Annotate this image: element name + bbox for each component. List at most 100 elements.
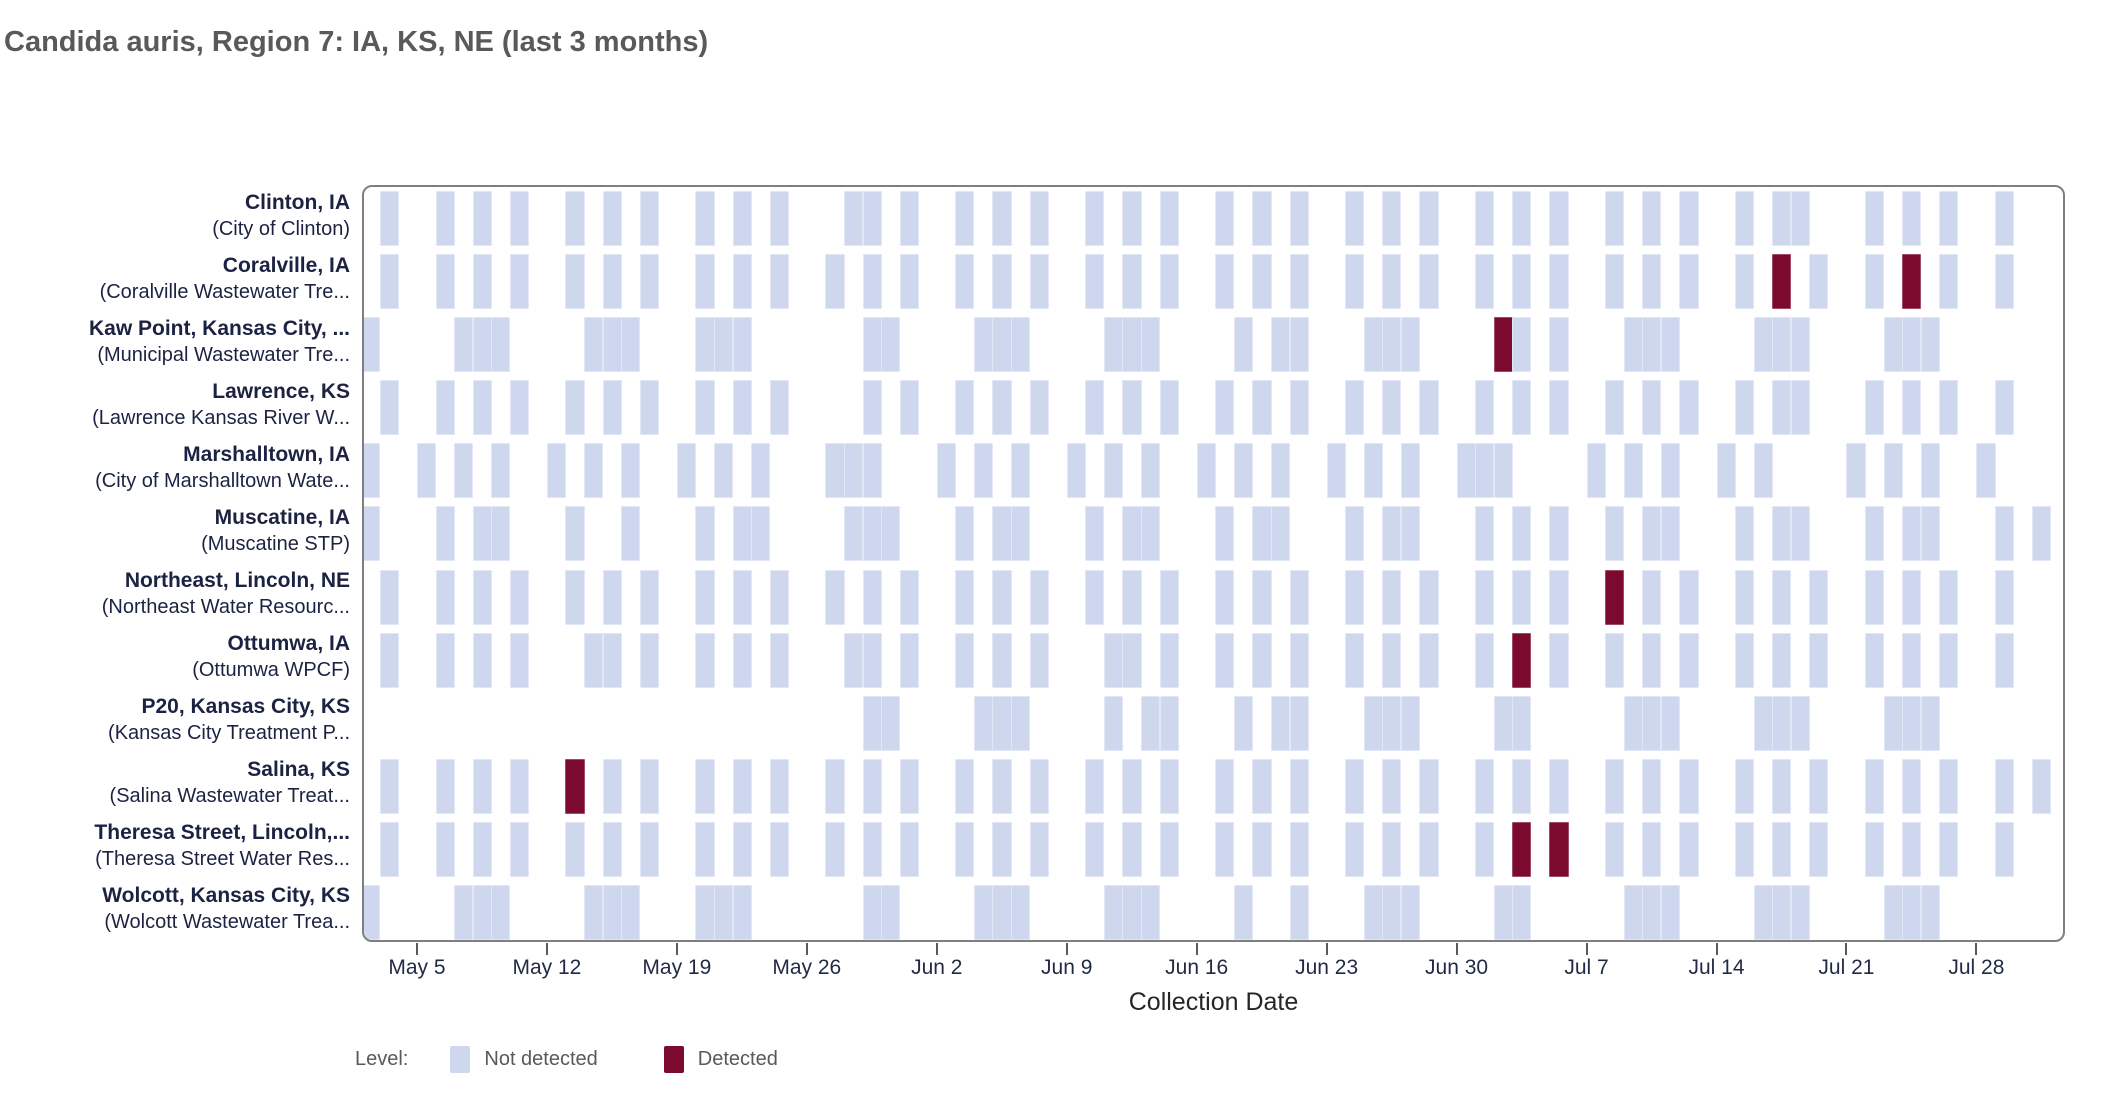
sample-tile[interactable] — [1363, 695, 1383, 751]
sample-tile[interactable] — [713, 884, 734, 940]
sample-tile[interactable] — [1902, 380, 1922, 436]
sample-tile[interactable] — [1011, 695, 1031, 751]
sample-tile[interactable] — [695, 632, 715, 688]
sample-tile[interactable] — [1735, 191, 1755, 247]
sample-tile[interactable] — [732, 758, 752, 814]
legend-swatch-detected-icon[interactable] — [663, 1046, 684, 1073]
sample-tile[interactable] — [936, 443, 956, 499]
sample-tile[interactable] — [435, 632, 455, 688]
sample-tile[interactable] — [1029, 380, 1049, 436]
sample-tile[interactable] — [769, 569, 789, 625]
sample-tile[interactable] — [472, 254, 492, 310]
sample-tile[interactable] — [584, 884, 604, 940]
sample-tile[interactable] — [1679, 191, 1699, 247]
sample-tile[interactable] — [472, 191, 492, 247]
sample-tile[interactable] — [1920, 506, 1940, 562]
sample-tile[interactable] — [1363, 317, 1383, 373]
sample-tile[interactable] — [1772, 569, 1792, 625]
sample-tile[interactable] — [1772, 632, 1792, 688]
sample-tile[interactable] — [1159, 380, 1179, 436]
sample-tile[interactable] — [1865, 380, 1885, 436]
sample-tile[interactable] — [825, 758, 845, 814]
sample-tile[interactable] — [843, 443, 864, 499]
sample-tile[interactable] — [1475, 380, 1495, 436]
sample-tile[interactable] — [364, 506, 381, 562]
sample-tile[interactable] — [1103, 695, 1123, 751]
sample-tile[interactable] — [1660, 695, 1680, 751]
sample-tile[interactable] — [1345, 821, 1365, 877]
sample-tile[interactable] — [472, 884, 492, 940]
sample-tile[interactable] — [1549, 191, 1569, 247]
sample-tile[interactable] — [435, 506, 455, 562]
sample-tile[interactable] — [1994, 191, 2015, 247]
sample-tile[interactable] — [1772, 380, 1792, 436]
sample-tile[interactable] — [695, 821, 715, 877]
sample-tile[interactable] — [1122, 569, 1142, 625]
sample-tile[interactable] — [695, 380, 715, 436]
sample-tile[interactable] — [1085, 758, 1105, 814]
sample-tile[interactable] — [1660, 506, 1680, 562]
sample-tile[interactable] — [1772, 506, 1792, 562]
sample-tile[interactable] — [1103, 317, 1123, 373]
sample-tile[interactable] — [1753, 443, 1773, 499]
sample-tile[interactable] — [584, 632, 604, 688]
sample-tile[interactable] — [862, 884, 882, 940]
sample-tile[interactable] — [1865, 506, 1885, 562]
sample-tile[interactable] — [1345, 380, 1365, 436]
sample-tile[interactable] — [992, 191, 1012, 247]
sample-tile[interactable] — [584, 317, 604, 373]
sample-tile[interactable] — [1215, 632, 1235, 688]
sample-tile[interactable] — [899, 632, 919, 688]
sample-tile[interactable] — [955, 506, 975, 562]
sample-tile[interactable] — [1790, 191, 1810, 247]
sample-tile[interactable] — [1382, 380, 1402, 436]
sample-tile[interactable] — [899, 254, 919, 310]
sample-tile[interactable] — [454, 317, 474, 373]
sample-tile[interactable] — [1289, 569, 1309, 625]
sample-tile[interactable] — [1252, 191, 1272, 247]
sample-tile[interactable] — [1029, 569, 1049, 625]
sample-tile[interactable] — [1512, 569, 1532, 625]
sample-tile[interactable] — [1011, 506, 1031, 562]
sample-tile[interactable] — [1994, 569, 2015, 625]
sample-tile[interactable] — [1605, 821, 1625, 877]
sample-tile[interactable] — [1865, 191, 1885, 247]
sample-tile[interactable] — [1660, 884, 1680, 940]
sample-tile[interactable] — [695, 254, 715, 310]
sample-tile[interactable] — [639, 191, 659, 247]
sample-tile[interactable] — [992, 821, 1012, 877]
sample-tile[interactable] — [992, 506, 1012, 562]
sample-tile[interactable] — [1289, 758, 1309, 814]
sample-tile[interactable] — [1772, 884, 1792, 940]
sample-tile[interactable] — [1920, 317, 1940, 373]
sample-tile[interactable] — [1883, 317, 1903, 373]
sample-tile[interactable] — [1382, 191, 1402, 247]
sample-tile[interactable] — [1345, 254, 1365, 310]
sample-tile[interactable] — [1270, 443, 1291, 499]
sample-tile[interactable] — [1029, 254, 1049, 310]
sample-tile[interactable] — [1679, 821, 1699, 877]
sample-tile[interactable] — [1400, 443, 1421, 499]
sample-tile[interactable] — [1493, 695, 1513, 751]
sample-tile[interactable] — [1735, 254, 1755, 310]
sample-tile[interactable] — [1419, 632, 1439, 688]
sample-tile[interactable] — [1419, 569, 1439, 625]
sample-tile[interactable] — [1920, 443, 1940, 499]
sample-tile[interactable] — [1920, 884, 1940, 940]
sample-tile[interactable] — [862, 758, 882, 814]
sample-tile[interactable] — [1735, 380, 1755, 436]
sample-tile[interactable] — [1605, 632, 1625, 688]
sample-tile[interactable] — [1642, 884, 1662, 940]
sample-tile[interactable] — [825, 254, 845, 310]
sample-tile[interactable] — [491, 443, 511, 499]
sample-tile[interactable] — [992, 695, 1012, 751]
sample-tile[interactable] — [825, 443, 845, 499]
sample-tile[interactable] — [973, 443, 994, 499]
sample-tile[interactable] — [1400, 317, 1421, 373]
sample-tile[interactable] — [695, 884, 715, 940]
sample-tile[interactable] — [1029, 191, 1049, 247]
sample-tile[interactable] — [1772, 317, 1792, 373]
sample-tile[interactable] — [1809, 632, 1829, 688]
sample-tile[interactable] — [1772, 695, 1792, 751]
sample-tile[interactable] — [639, 758, 659, 814]
